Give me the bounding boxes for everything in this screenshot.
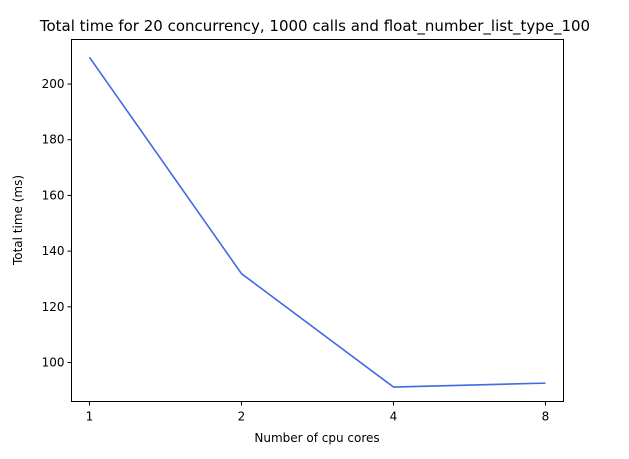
x-axis-label: Number of cpu cores [254, 431, 379, 445]
y-tick-label: 120 [42, 300, 65, 314]
x-tick-label: 8 [542, 410, 550, 424]
y-axis-label: Total time (ms) [11, 175, 25, 266]
series-group [88, 56, 546, 388]
series-line [88, 56, 546, 388]
x-tick-label: 1 [86, 410, 94, 424]
x-tick-label: 4 [390, 410, 398, 424]
chart-title: Total time for 20 concurrency, 1000 call… [39, 17, 590, 36]
y-tick-label: 160 [42, 188, 65, 202]
y-tick-label: 100 [42, 356, 65, 370]
y-tick-label: 200 [42, 77, 65, 91]
y-tick-label: 140 [42, 244, 65, 258]
plot-area-frame [71, 39, 564, 402]
y-axis: 100 120 140 160 180 200 [42, 77, 72, 370]
y-tick-label: 180 [42, 133, 65, 147]
x-axis: 1 2 4 8 [86, 401, 550, 424]
x-tick-label: 2 [238, 410, 246, 424]
